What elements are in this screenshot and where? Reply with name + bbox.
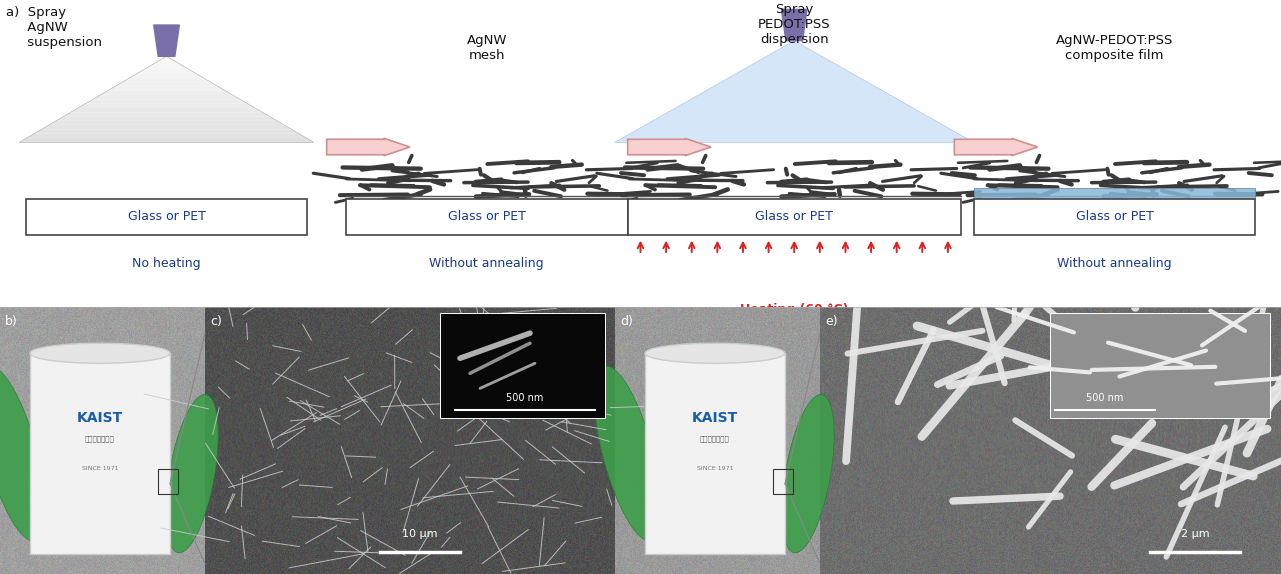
Polygon shape — [56, 117, 277, 121]
Bar — [646, 353, 785, 554]
Polygon shape — [86, 99, 247, 104]
Text: 10 μm: 10 μm — [402, 529, 438, 539]
Polygon shape — [64, 113, 270, 117]
Polygon shape — [154, 25, 179, 56]
Text: 한국과학기술원: 한국과학기술원 — [85, 435, 115, 442]
Text: KAIST: KAIST — [692, 412, 738, 425]
Polygon shape — [108, 87, 225, 91]
Bar — [29, 353, 170, 554]
Text: AgNW
mesh: AgNW mesh — [466, 34, 507, 63]
Polygon shape — [628, 138, 711, 156]
Polygon shape — [145, 65, 188, 69]
Text: a)  Spray
     AgNW
     suspension: a) Spray AgNW suspension — [6, 6, 102, 49]
Text: AgNW-PEDOT:PSS
composite film: AgNW-PEDOT:PSS composite film — [1056, 34, 1173, 63]
Text: 500 nm: 500 nm — [506, 393, 543, 404]
Polygon shape — [781, 9, 807, 41]
Bar — [158, 468, 178, 494]
Bar — [346, 199, 628, 235]
Polygon shape — [27, 134, 306, 138]
Ellipse shape — [646, 343, 785, 363]
Polygon shape — [327, 138, 410, 156]
Ellipse shape — [29, 343, 170, 363]
Text: Glass or PET: Glass or PET — [1076, 210, 1153, 223]
Text: c): c) — [210, 315, 222, 328]
Ellipse shape — [0, 366, 46, 541]
Text: d): d) — [620, 315, 633, 328]
Text: Without annealing: Without annealing — [1057, 257, 1172, 270]
Polygon shape — [41, 125, 292, 129]
Polygon shape — [123, 78, 210, 82]
Bar — [974, 188, 1255, 199]
Polygon shape — [19, 138, 314, 142]
Text: Glass or PET: Glass or PET — [448, 210, 525, 223]
Bar — [1050, 313, 1269, 418]
Polygon shape — [137, 69, 196, 73]
Polygon shape — [94, 95, 241, 99]
Text: b): b) — [5, 315, 18, 328]
Polygon shape — [115, 82, 218, 87]
Text: Glass or PET: Glass or PET — [756, 210, 833, 223]
Polygon shape — [159, 56, 174, 61]
Polygon shape — [49, 121, 284, 125]
Polygon shape — [78, 104, 255, 108]
Polygon shape — [70, 108, 263, 113]
Text: Without annealing: Without annealing — [429, 257, 544, 270]
Bar — [439, 313, 605, 418]
Polygon shape — [954, 138, 1038, 156]
Ellipse shape — [594, 366, 661, 541]
Text: 한국과학기술원: 한국과학기술원 — [701, 435, 730, 442]
Bar — [974, 199, 1255, 235]
Text: SINCE 1971: SINCE 1971 — [697, 466, 733, 471]
Polygon shape — [33, 129, 300, 134]
Ellipse shape — [781, 394, 834, 553]
Polygon shape — [615, 41, 974, 142]
Text: SINCE 1971: SINCE 1971 — [82, 466, 118, 471]
Text: Heating (60 °C): Heating (60 °C) — [740, 304, 848, 316]
Text: 2 μm: 2 μm — [1181, 529, 1209, 539]
Ellipse shape — [165, 394, 218, 553]
Text: Glass or PET: Glass or PET — [128, 210, 205, 223]
Polygon shape — [129, 73, 204, 78]
Bar — [772, 468, 793, 494]
Polygon shape — [100, 91, 233, 95]
Text: Spray
PEDOT:PSS
dispersion: Spray PEDOT:PSS dispersion — [758, 3, 830, 46]
Text: KAIST: KAIST — [77, 412, 123, 425]
Text: e): e) — [825, 315, 838, 328]
Polygon shape — [152, 61, 182, 65]
Text: 500 nm: 500 nm — [1086, 393, 1123, 404]
Bar — [628, 199, 961, 235]
Bar — [26, 199, 307, 235]
Text: No heating: No heating — [132, 257, 201, 270]
